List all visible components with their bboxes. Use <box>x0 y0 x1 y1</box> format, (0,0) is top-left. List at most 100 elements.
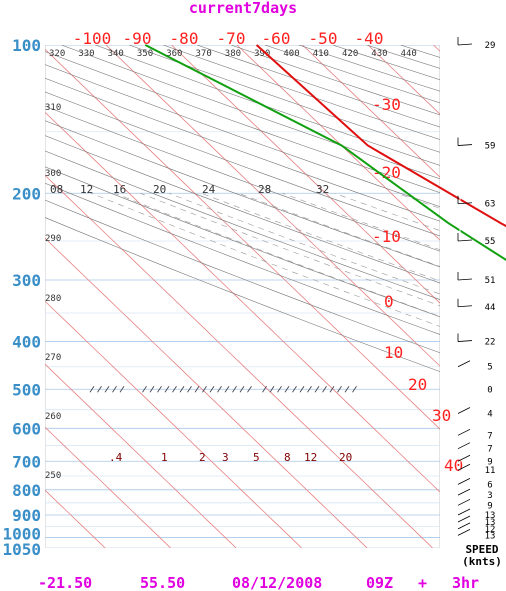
isotherm-line <box>45 300 302 548</box>
hatch-mark <box>112 386 117 393</box>
pressure-label: 700 <box>12 452 41 471</box>
mixing-ratio-label: 24 <box>202 183 216 196</box>
hatch-mark <box>202 386 207 393</box>
pressure-label: 200 <box>12 184 41 203</box>
mixing-ratio-label: 1 <box>161 451 168 464</box>
wind-barb <box>457 360 471 368</box>
dry-adiabat-line <box>45 120 440 268</box>
dry-adiabat-line <box>45 217 440 372</box>
wind-barb <box>457 428 471 436</box>
hatch-mark <box>307 386 312 393</box>
wind-speed-label: 6 <box>487 480 492 490</box>
theta-label: 310 <box>45 103 61 113</box>
isotherm-label: -10 <box>372 227 401 246</box>
hatch-mark <box>104 386 110 393</box>
isotherm-line <box>499 45 506 548</box>
isotherm-line <box>105 45 440 367</box>
wind-speed-label: 11 <box>485 466 496 476</box>
wind-barb <box>457 463 471 471</box>
isotherm-label: 10 <box>384 343 403 362</box>
isotherm-line <box>45 48 440 430</box>
hatch-mark <box>269 386 275 393</box>
footer-lat: -21.50 <box>38 574 92 591</box>
wind-barb <box>457 515 471 523</box>
isotherm-label: 0 <box>384 292 394 311</box>
pressure-label: 100 <box>12 36 41 55</box>
mixing-ratio-label: 20 <box>153 183 166 196</box>
mixing-ratio-label: 12 <box>304 451 317 464</box>
mixing-ratio-label: 20 <box>339 451 352 464</box>
wind-speed-label: 59 <box>485 142 496 152</box>
hatch-mark <box>284 386 290 393</box>
isotherm-label: 30 <box>432 406 451 425</box>
isotherm-label: -40 <box>355 29 384 48</box>
wind-speed-label: 13 <box>485 518 496 528</box>
hatch-mark <box>337 386 342 393</box>
grid-lines <box>45 45 506 548</box>
pressure-label: 1050 <box>2 540 41 559</box>
dry-adiabat-line <box>45 199 440 354</box>
mixing-ratio-label: .4 <box>109 451 123 464</box>
hatch-mark <box>172 386 177 393</box>
theta-label: 320 <box>49 49 65 59</box>
theta-label: 280 <box>45 294 61 304</box>
theta-label: 260 <box>45 412 61 422</box>
dry-adiabat-line <box>230 45 440 116</box>
speed-header: SPEED <box>465 543 498 556</box>
isotherm-line <box>45 237 368 548</box>
hatch-mark <box>292 386 297 393</box>
theta-label: 360 <box>166 49 182 59</box>
moist-adiabat-line <box>114 193 440 317</box>
hatch-mark <box>344 386 350 393</box>
pressure-label: 400 <box>12 333 41 352</box>
hatch-mark <box>217 386 222 393</box>
hatch-mark <box>247 386 252 393</box>
pressure-label: 1000 <box>2 525 41 544</box>
hatch-mark <box>97 386 102 393</box>
hatch-mark <box>352 386 357 393</box>
isotherm-line <box>45 174 433 548</box>
theta-label: 350 <box>137 49 153 59</box>
theta-label: 370 <box>196 49 212 59</box>
wind-speed-label: 0 <box>487 385 492 395</box>
wind-barb <box>457 305 473 308</box>
wind-speed-label: 44 <box>485 303 496 313</box>
dry-adiabat-line <box>45 150 440 300</box>
temperature-profile <box>255 44 506 228</box>
wind-barb <box>457 202 473 205</box>
hatch-mark <box>157 386 162 393</box>
isotherm-line <box>302 45 440 178</box>
mixing-ratio-label: 5 <box>253 451 260 464</box>
dry-adiabat-line <box>45 51 440 193</box>
wind-barb <box>457 478 471 485</box>
moist-adiabat-line <box>238 193 440 267</box>
dry-adiabat-line <box>45 182 440 335</box>
wind-barb <box>457 239 473 242</box>
pressure-label: 600 <box>12 419 41 438</box>
theta-label: 430 <box>371 49 387 59</box>
hatch-mark <box>142 386 147 393</box>
wind-barb <box>457 454 471 462</box>
wind-speed-label: 7 <box>487 445 492 455</box>
mixing-ratio-label: 16 <box>113 183 126 196</box>
hatch-mark <box>187 386 192 393</box>
theta-label: 420 <box>342 49 358 59</box>
isotherm-line <box>45 363 237 548</box>
wind-barb <box>457 488 471 496</box>
theta-label: 410 <box>313 49 329 59</box>
wind-barb <box>457 340 473 342</box>
footer-date: 08/12/2008 <box>232 574 322 591</box>
hatch-mark <box>224 386 230 393</box>
footer-fcst: 3hr <box>452 574 479 591</box>
moist-adiabat-line <box>140 193 440 307</box>
hatch-mark <box>277 386 282 393</box>
isotherm-label: -80 <box>170 29 199 48</box>
hatch-mark <box>194 386 200 393</box>
sounding-profiles <box>144 44 506 262</box>
footer: -21.50 55.50 08/12/2008 09Z + 3hr <box>38 574 479 591</box>
theta-label: 330 <box>78 49 94 59</box>
wind-speed-label: 29 <box>485 41 496 51</box>
wind-barb <box>457 43 473 46</box>
footer-lon: 55.50 <box>140 574 185 591</box>
